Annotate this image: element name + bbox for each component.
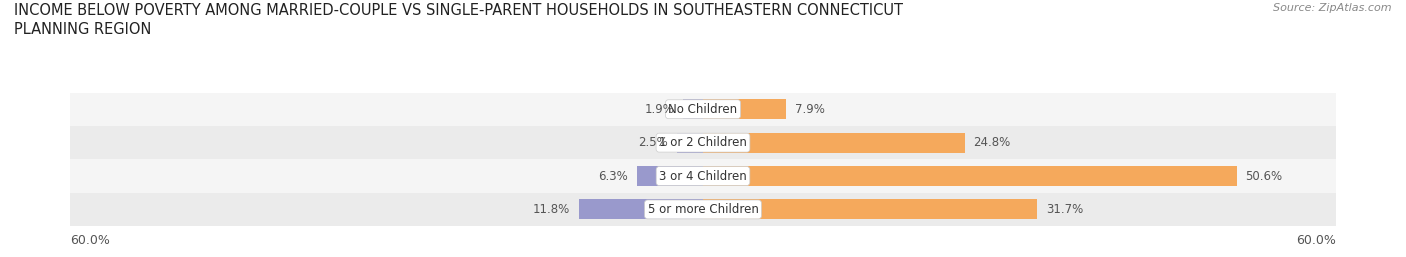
Text: 5 or more Children: 5 or more Children	[648, 203, 758, 216]
Text: No Children: No Children	[668, 103, 738, 116]
Bar	[703, 99, 786, 119]
Bar	[579, 199, 703, 219]
Bar	[703, 133, 965, 153]
Text: 2.5%: 2.5%	[638, 136, 668, 149]
Text: 50.6%: 50.6%	[1246, 170, 1282, 182]
Text: 31.7%: 31.7%	[1046, 203, 1083, 216]
Bar	[70, 126, 1336, 159]
Text: Source: ZipAtlas.com: Source: ZipAtlas.com	[1274, 3, 1392, 13]
Text: INCOME BELOW POVERTY AMONG MARRIED-COUPLE VS SINGLE-PARENT HOUSEHOLDS IN SOUTHEA: INCOME BELOW POVERTY AMONG MARRIED-COUPL…	[14, 3, 903, 37]
Text: 1.9%: 1.9%	[645, 103, 675, 116]
Text: 60.0%: 60.0%	[70, 234, 110, 247]
Bar	[703, 166, 1237, 186]
Bar	[70, 93, 1336, 126]
Text: 6.3%: 6.3%	[599, 170, 628, 182]
Text: 7.9%: 7.9%	[794, 103, 824, 116]
Text: 60.0%: 60.0%	[1296, 234, 1336, 247]
Text: 3 or 4 Children: 3 or 4 Children	[659, 170, 747, 182]
Bar	[703, 199, 1038, 219]
Bar	[70, 159, 1336, 193]
Text: 1 or 2 Children: 1 or 2 Children	[659, 136, 747, 149]
Bar	[676, 133, 703, 153]
Text: 11.8%: 11.8%	[533, 203, 571, 216]
Bar	[637, 166, 703, 186]
Bar	[683, 99, 703, 119]
Text: 24.8%: 24.8%	[973, 136, 1010, 149]
Bar	[70, 193, 1336, 226]
